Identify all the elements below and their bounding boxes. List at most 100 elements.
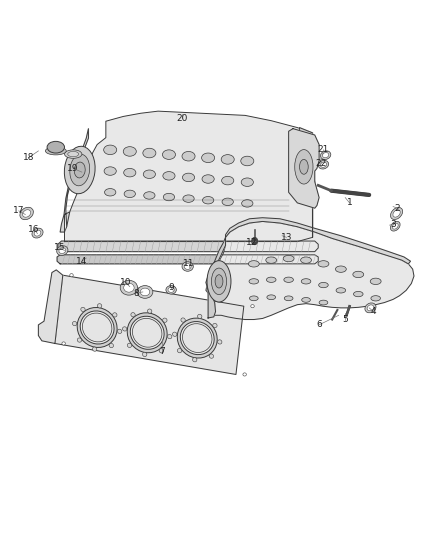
- Ellipse shape: [98, 304, 102, 308]
- Polygon shape: [55, 275, 244, 375]
- Ellipse shape: [221, 155, 234, 164]
- Polygon shape: [58, 241, 318, 252]
- Ellipse shape: [123, 327, 127, 331]
- Ellipse shape: [104, 167, 116, 175]
- Text: 12: 12: [246, 238, 258, 247]
- Polygon shape: [289, 128, 319, 208]
- Ellipse shape: [390, 221, 400, 231]
- Ellipse shape: [302, 297, 311, 302]
- Ellipse shape: [117, 329, 122, 334]
- Ellipse shape: [131, 312, 135, 317]
- Text: 11: 11: [183, 260, 194, 268]
- Text: 6: 6: [316, 320, 322, 329]
- Ellipse shape: [202, 197, 214, 204]
- Ellipse shape: [249, 279, 258, 284]
- Ellipse shape: [319, 300, 328, 305]
- Ellipse shape: [80, 311, 114, 344]
- Polygon shape: [57, 255, 318, 264]
- Ellipse shape: [124, 190, 135, 198]
- Ellipse shape: [124, 283, 134, 292]
- Ellipse shape: [243, 373, 247, 376]
- Ellipse shape: [47, 141, 64, 153]
- Text: 3: 3: [390, 220, 396, 229]
- Ellipse shape: [241, 178, 253, 187]
- Ellipse shape: [336, 288, 346, 293]
- Ellipse shape: [183, 195, 194, 203]
- Ellipse shape: [34, 230, 41, 236]
- Ellipse shape: [57, 246, 68, 255]
- Ellipse shape: [284, 296, 293, 301]
- Polygon shape: [300, 127, 317, 237]
- Ellipse shape: [393, 210, 400, 217]
- Ellipse shape: [336, 266, 346, 272]
- Ellipse shape: [391, 207, 403, 220]
- Ellipse shape: [250, 296, 258, 301]
- Ellipse shape: [143, 170, 155, 179]
- Ellipse shape: [162, 318, 167, 322]
- Ellipse shape: [137, 286, 153, 298]
- Ellipse shape: [300, 257, 311, 263]
- Ellipse shape: [74, 162, 85, 178]
- Ellipse shape: [62, 342, 65, 345]
- Ellipse shape: [64, 150, 82, 158]
- Ellipse shape: [367, 305, 374, 311]
- Ellipse shape: [77, 308, 117, 348]
- Text: 4: 4: [371, 307, 376, 316]
- Ellipse shape: [92, 347, 97, 351]
- Ellipse shape: [20, 207, 33, 220]
- Ellipse shape: [301, 279, 311, 284]
- Ellipse shape: [202, 175, 214, 183]
- Polygon shape: [60, 128, 88, 232]
- Ellipse shape: [162, 150, 176, 159]
- Ellipse shape: [46, 147, 66, 155]
- Text: 17: 17: [13, 206, 25, 215]
- Ellipse shape: [168, 287, 174, 293]
- Ellipse shape: [68, 151, 79, 157]
- Text: 7: 7: [159, 347, 165, 356]
- Ellipse shape: [322, 152, 329, 158]
- Ellipse shape: [124, 168, 136, 177]
- Ellipse shape: [392, 223, 398, 229]
- Ellipse shape: [193, 358, 197, 362]
- Ellipse shape: [295, 150, 313, 184]
- Ellipse shape: [113, 313, 117, 317]
- Ellipse shape: [127, 343, 132, 348]
- Ellipse shape: [70, 273, 73, 277]
- Ellipse shape: [177, 349, 182, 353]
- Ellipse shape: [181, 318, 185, 322]
- Ellipse shape: [132, 318, 162, 347]
- Ellipse shape: [105, 189, 116, 196]
- Ellipse shape: [159, 349, 163, 353]
- Ellipse shape: [201, 153, 215, 163]
- Ellipse shape: [59, 248, 66, 254]
- Ellipse shape: [198, 314, 202, 319]
- Ellipse shape: [72, 321, 77, 326]
- Ellipse shape: [266, 277, 276, 282]
- Ellipse shape: [213, 324, 217, 328]
- Ellipse shape: [120, 280, 138, 295]
- Ellipse shape: [318, 160, 328, 169]
- Ellipse shape: [182, 151, 195, 161]
- Text: 19: 19: [67, 164, 79, 173]
- Ellipse shape: [241, 156, 254, 166]
- Ellipse shape: [143, 148, 156, 158]
- Ellipse shape: [163, 172, 175, 180]
- Text: 5: 5: [343, 315, 348, 324]
- Text: 16: 16: [28, 225, 40, 234]
- Ellipse shape: [320, 162, 327, 167]
- Ellipse shape: [123, 147, 136, 156]
- Ellipse shape: [222, 176, 234, 185]
- Polygon shape: [206, 237, 226, 318]
- Ellipse shape: [104, 145, 117, 155]
- Ellipse shape: [370, 278, 381, 285]
- Text: 18: 18: [23, 154, 34, 163]
- Ellipse shape: [77, 338, 81, 342]
- Text: 2: 2: [395, 204, 400, 213]
- Ellipse shape: [242, 200, 253, 207]
- Ellipse shape: [267, 295, 276, 300]
- Ellipse shape: [218, 340, 222, 344]
- Ellipse shape: [163, 193, 175, 201]
- Ellipse shape: [248, 261, 259, 267]
- Ellipse shape: [177, 318, 217, 358]
- Ellipse shape: [283, 255, 294, 262]
